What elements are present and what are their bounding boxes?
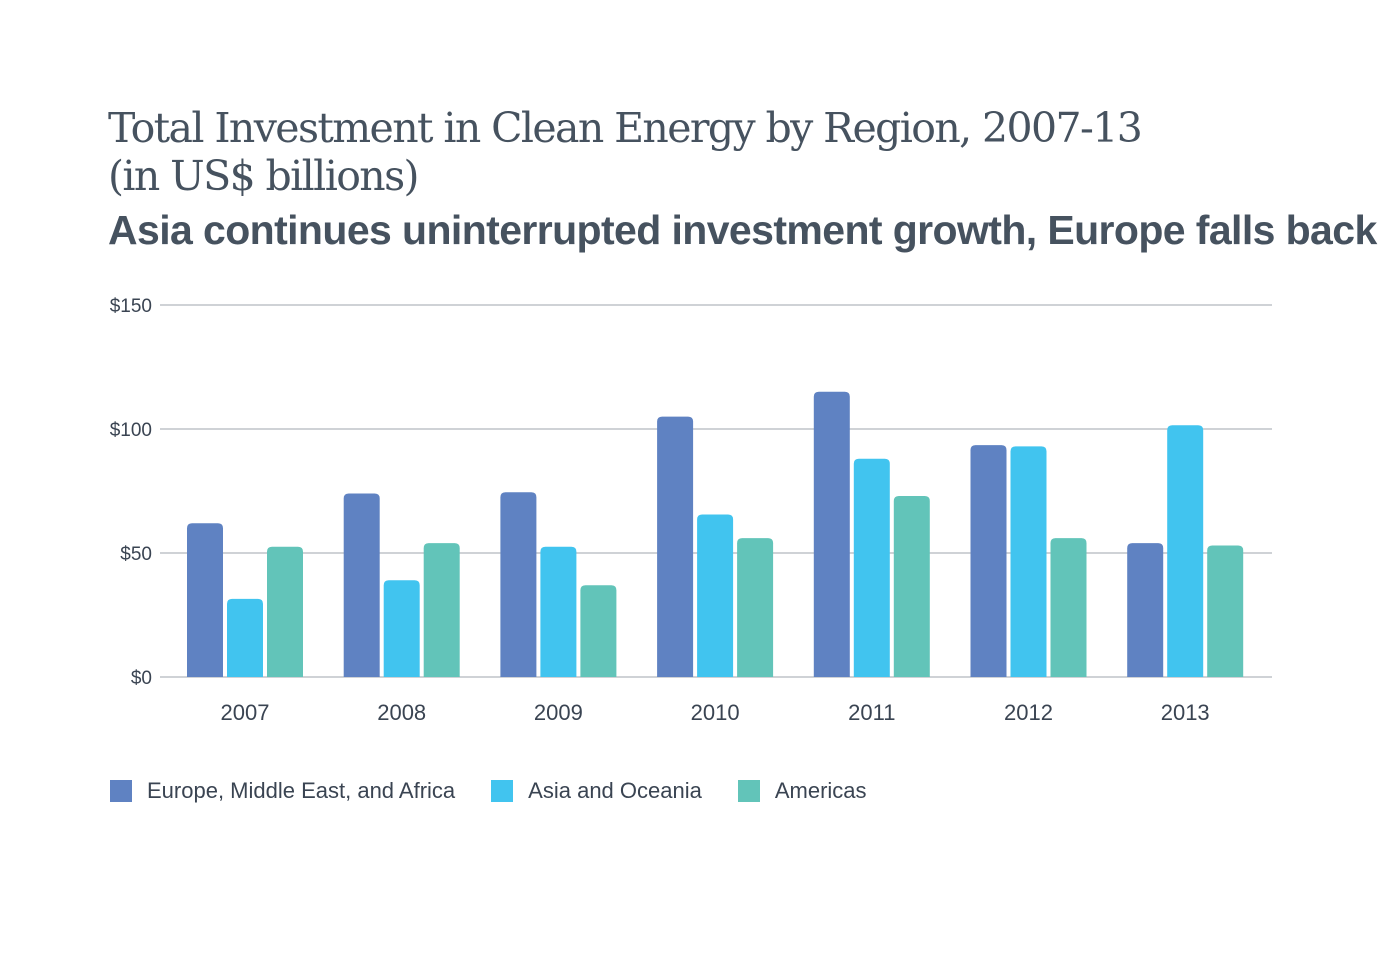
y-axis-ticks: $0 $50 $100 $150 (110, 296, 152, 689)
bar-americas-2009 (580, 585, 617, 677)
bar-asia-2011 (853, 458, 890, 677)
x-tick-label: 2013 (1161, 700, 1210, 725)
bar-americas-2013 (1207, 545, 1244, 677)
bar-emea-2008 (343, 493, 380, 677)
bar-asia-2008 (383, 580, 420, 677)
y-tick-label: $0 (131, 668, 152, 689)
chart-subtitle: Asia continues uninterrupted investment … (108, 207, 1377, 253)
bar-americas-2012 (1050, 538, 1087, 677)
legend-label-emea: Europe, Middle East, and Africa (147, 778, 456, 803)
legend-label-asia: Asia and Oceania (528, 778, 702, 803)
x-tick-label: 2009 (534, 700, 583, 725)
bar-americas-2010 (737, 538, 774, 677)
bar-americas-2011 (893, 495, 930, 677)
y-tick-label: $150 (110, 296, 152, 317)
bars (187, 391, 1244, 677)
y-tick-label: $50 (120, 544, 152, 565)
bar-emea-2007 (187, 523, 223, 677)
legend-swatch-asia (491, 780, 514, 802)
bar-asia-2009 (540, 546, 577, 677)
legend-item-emea: Europe, Middle East, and Africa (110, 778, 455, 804)
y-tick-label: $100 (110, 420, 152, 441)
bar-asia-2013 (1167, 425, 1204, 677)
legend-item-americas: Americas (737, 778, 867, 804)
legend-swatch-emea (110, 780, 132, 802)
legend-swatch-americas (737, 780, 760, 802)
x-tick-label: 2011 (848, 700, 895, 725)
x-tick-label: 2012 (1004, 700, 1053, 725)
bar-emea-2010 (657, 416, 694, 677)
x-tick-label: 2008 (377, 700, 426, 725)
bar-americas-2007 (267, 546, 303, 677)
x-tick-label: 2010 (691, 700, 740, 725)
bar-americas-2008 (423, 543, 460, 677)
chart-title-line-1: Total Investment in Clean Energy by Regi… (108, 104, 1143, 152)
bar-emea-2011 (813, 391, 850, 677)
bar-asia-2010 (697, 514, 734, 677)
legend: Europe, Middle East, and Africa Asia and… (110, 778, 903, 804)
bar-asia-2007 (227, 598, 263, 677)
bar-asia-2012 (1010, 446, 1047, 677)
chart-title: Total Investment in Clean Energy by Regi… (108, 104, 1258, 200)
legend-item-asia: Asia and Oceania (491, 778, 702, 804)
bar-emea-2012 (970, 445, 1007, 677)
legend-label-americas: Americas (774, 778, 867, 803)
x-tick-label: 2007 (221, 700, 270, 725)
bar-emea-2009 (500, 492, 537, 677)
bar-emea-2013 (1127, 543, 1164, 677)
chart-title-line-2: (in US$ billions) (108, 152, 420, 200)
x-axis-ticks: 2007 2008 2009 2010 2011 2012 2013 (221, 700, 1210, 725)
